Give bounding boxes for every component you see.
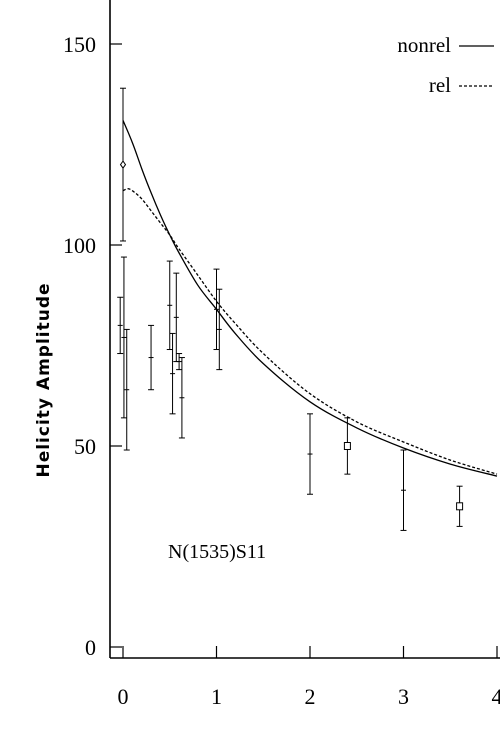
y-axis-label: Helicity Amplitude — [34, 282, 54, 477]
data-point — [169, 332, 176, 415]
data-point — [456, 485, 464, 527]
y-tick-label: 150 — [63, 32, 96, 57]
diamond-marker — [119, 160, 127, 169]
data-point — [400, 449, 407, 531]
x-tick-label: 0 — [118, 684, 129, 709]
y-tick-label: 100 — [63, 233, 96, 258]
data-point — [343, 417, 351, 475]
y-tick-label: 0 — [85, 635, 96, 660]
square-marker — [343, 442, 351, 450]
data-point — [173, 272, 180, 363]
data-point — [117, 296, 124, 355]
square-marker — [456, 502, 464, 511]
legend: nonrel rel — [397, 33, 494, 97]
curve-rel — [122, 188, 498, 475]
x-tick-label: 1 — [211, 684, 222, 709]
data-point — [178, 357, 185, 439]
x-tick-label: 3 — [398, 684, 409, 709]
legend-label-rel: rel — [429, 73, 451, 97]
data-point — [166, 260, 173, 351]
data-point — [213, 268, 220, 351]
x-tick-label: 4 — [492, 684, 500, 709]
data-point — [176, 353, 183, 371]
data-point — [120, 256, 127, 419]
x-tick-label: 2 — [305, 684, 316, 709]
data-point — [216, 288, 223, 371]
data-points — [117, 87, 464, 531]
state-annotation: N(1535)S11 — [168, 541, 266, 563]
data-point — [307, 413, 313, 495]
curve-nonrel — [122, 120, 498, 477]
legend-label-nonrel: nonrel — [397, 33, 451, 57]
data-point — [123, 328, 130, 451]
y-tick-label: 50 — [74, 434, 96, 459]
data-point — [148, 324, 155, 391]
axes: 0 50 100 150 0 1 2 3 4 — [63, 0, 500, 709]
data-point — [119, 87, 127, 242]
curves — [122, 120, 498, 477]
